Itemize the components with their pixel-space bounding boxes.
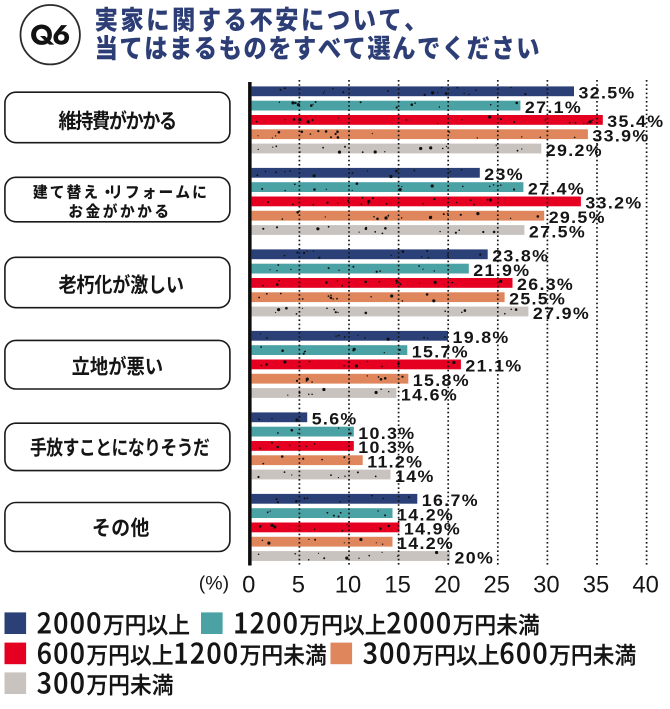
svg-text:20%: 20% xyxy=(455,549,495,567)
svg-text:15: 15 xyxy=(384,572,410,599)
svg-text:14.9%: 14.9% xyxy=(404,520,461,538)
svg-text:15.8%: 15.8% xyxy=(413,372,470,390)
svg-text:14.2%: 14.2% xyxy=(397,535,454,553)
svg-text:29.5%: 29.5% xyxy=(549,209,606,227)
svg-text:32.5%: 32.5% xyxy=(579,84,636,102)
svg-text:33.2%: 33.2% xyxy=(585,194,642,212)
svg-text:27.5%: 27.5% xyxy=(529,223,586,241)
svg-text:20: 20 xyxy=(434,572,460,599)
svg-text:5.6%: 5.6% xyxy=(312,410,358,428)
svg-text:21.1%: 21.1% xyxy=(465,357,522,375)
svg-text:27.4%: 27.4% xyxy=(528,180,585,198)
svg-text:40: 40 xyxy=(632,572,658,599)
svg-text:10.3%: 10.3% xyxy=(358,425,415,443)
svg-text:16.7%: 16.7% xyxy=(422,492,479,510)
svg-text:26.3%: 26.3% xyxy=(517,276,574,294)
svg-text:14.6%: 14.6% xyxy=(401,386,458,404)
svg-text:23%: 23% xyxy=(484,166,524,184)
svg-text:25.5%: 25.5% xyxy=(509,290,566,308)
svg-text:19.8%: 19.8% xyxy=(453,329,510,347)
svg-text:33.9%: 33.9% xyxy=(592,127,649,145)
svg-text:11.2%: 11.2% xyxy=(367,453,423,471)
svg-text:15.7%: 15.7% xyxy=(412,343,469,361)
svg-text:35: 35 xyxy=(583,572,609,599)
svg-text:25: 25 xyxy=(484,572,510,599)
svg-text:14%: 14% xyxy=(395,468,435,486)
svg-text:23.8%: 23.8% xyxy=(492,247,549,265)
svg-text:30: 30 xyxy=(533,572,559,599)
svg-text:27.1%: 27.1% xyxy=(525,99,582,117)
svg-text:14.2%: 14.2% xyxy=(397,506,454,524)
svg-text:10.3%: 10.3% xyxy=(358,439,415,457)
svg-text:10: 10 xyxy=(335,572,361,599)
svg-text:29.2%: 29.2% xyxy=(546,142,603,160)
svg-text:0: 0 xyxy=(242,572,255,599)
svg-text:35.4%: 35.4% xyxy=(607,113,664,131)
svg-text:21.9%: 21.9% xyxy=(473,262,530,280)
svg-text:27.9%: 27.9% xyxy=(533,305,590,323)
svg-text:(%): (%) xyxy=(199,573,229,595)
svg-text:5: 5 xyxy=(292,572,305,599)
